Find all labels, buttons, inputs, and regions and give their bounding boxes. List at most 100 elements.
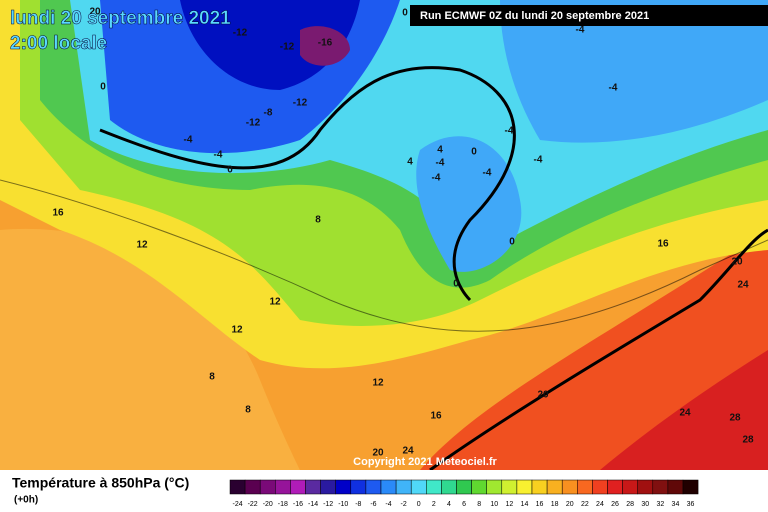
colorbar-label: 30 (641, 501, 649, 508)
contour-label: -4 (483, 168, 492, 179)
contour-label: 12 (231, 325, 243, 336)
date-title: lundi 20 septembre 2021 (10, 8, 231, 29)
colorbar-label: 8 (477, 501, 481, 508)
colorbar-label: 28 (626, 501, 634, 508)
contour-label: 4 (437, 145, 443, 156)
colorbar-label: 2 (432, 501, 436, 508)
legend-title: Température à 850hPa (°C) (12, 475, 189, 491)
contour-label: 4 (407, 157, 413, 168)
copyright: Copyright 2021 Meteociel.fr (353, 456, 497, 468)
contour-label: 24 (737, 280, 749, 291)
colorbar-cell (365, 479, 382, 495)
colorbar-label: 18 (551, 501, 559, 508)
contour-label: 0 (100, 82, 106, 93)
colorbar-cell (637, 479, 654, 495)
contour-label: 8 (315, 215, 321, 226)
contour-label: 12 (269, 297, 281, 308)
colorbar-label: -18 (278, 501, 288, 508)
contour-label: 0 (453, 279, 459, 290)
colorbar-label: 14 (521, 501, 529, 508)
colorbar-label: 32 (656, 501, 664, 508)
colorbar-label: 36 (687, 501, 695, 508)
colorbar-cell (410, 479, 427, 495)
contour-label: 0 (227, 165, 233, 176)
colorbar: -24 -22 -20 -18 -16 -14 -12 -10 -8 -6 -4 -2 0 2 4 6 8 10 1… (229, 479, 699, 508)
contour-label: -12 (293, 98, 308, 109)
colorbar-label: 22 (581, 501, 589, 508)
colorbar-cell (305, 479, 321, 495)
colorbar-cell (561, 479, 578, 495)
contour-label: -16 (318, 38, 333, 49)
colorbar-cell (426, 479, 442, 495)
run-info: Run ECMWF 0Z du lundi 20 septembre 2021 (420, 10, 649, 22)
colorbar-cell (501, 479, 518, 495)
colorbar-label: 6 (462, 501, 466, 508)
colorbar-cell (546, 479, 563, 495)
contour-label: 16 (52, 208, 64, 219)
contour-labels: -12-12 -160-40 -4-8-12-12-4-40-4-444-40-4-… (52, 7, 754, 459)
contour-label: 16 (430, 411, 442, 422)
colorbar-cell (486, 479, 503, 495)
contour-label: 20 (372, 448, 384, 459)
colorbar-cell (531, 479, 548, 495)
map-background (0, 0, 768, 472)
colorbar-label: -8 (355, 501, 361, 508)
contour-label: 8 (245, 405, 251, 416)
contour-label: 20 (89, 7, 101, 18)
colorbar-label: 0 (417, 501, 421, 508)
contour-label: -4 (432, 173, 441, 184)
time-title: 2:00 locale (10, 33, 107, 54)
contour-label: -4 (534, 155, 543, 166)
colorbar-label: -10 (338, 501, 348, 508)
colorbar-label: -12 (323, 501, 333, 508)
colorbar-label: 4 (447, 501, 451, 508)
colorbar-label: 12 (505, 501, 513, 508)
colorbar-cell (456, 479, 472, 495)
contour-label: -4 (576, 25, 585, 36)
colorbar-label: -6 (370, 501, 376, 508)
contour-label: 20 (731, 257, 743, 268)
contour-label: 20 (537, 390, 549, 401)
colorbar-cell (259, 479, 276, 495)
colorbar-cell (471, 479, 487, 495)
contour-label: -12 (246, 118, 261, 129)
contour-label: -12 (233, 28, 248, 39)
colorbar-cell (577, 479, 593, 495)
colorbar-cell (350, 479, 367, 495)
contour-label: 0 (402, 8, 408, 19)
contour-label: -4 (609, 83, 618, 94)
contour-label: 28 (729, 413, 741, 424)
contour-label: 24 (679, 408, 691, 419)
colorbar-label: 16 (536, 501, 544, 508)
contour-label: -4 (505, 126, 514, 137)
colorbar-cell (682, 479, 699, 495)
contour-label: 28 (742, 435, 754, 446)
colorbar-cell (290, 479, 306, 495)
colorbar-label: -24 (232, 501, 242, 508)
contour-label: -4 (184, 135, 193, 146)
colorbar-cell (607, 479, 623, 495)
colorbar-cell (395, 479, 412, 495)
colorbar-label: 34 (672, 501, 680, 508)
contour-label: -12 (280, 42, 295, 53)
contour-label: -4 (214, 150, 223, 161)
contour-label: 16 (657, 239, 669, 250)
colorbar-label: -16 (293, 501, 303, 508)
colorbar-cell (275, 479, 291, 495)
contour-label: 12 (136, 240, 148, 251)
colorbar-cell (229, 479, 246, 495)
colorbar-label: -20 (263, 501, 273, 508)
forecast-step: (+0h) (14, 495, 38, 506)
contour-label: -8 (264, 108, 273, 119)
run-box (410, 5, 768, 26)
colorbar-label: 10 (490, 501, 498, 508)
colorbar-label: -14 (308, 501, 318, 508)
colorbar-cell (592, 479, 608, 495)
colorbar-cell (320, 479, 336, 495)
colorbar-label: 26 (611, 501, 619, 508)
contour-label: 0 (509, 237, 515, 248)
colorbar-cell (441, 479, 457, 495)
colorbar-cell (516, 479, 533, 495)
contour-label: -4 (436, 158, 445, 169)
colorbar-cell (335, 479, 352, 495)
